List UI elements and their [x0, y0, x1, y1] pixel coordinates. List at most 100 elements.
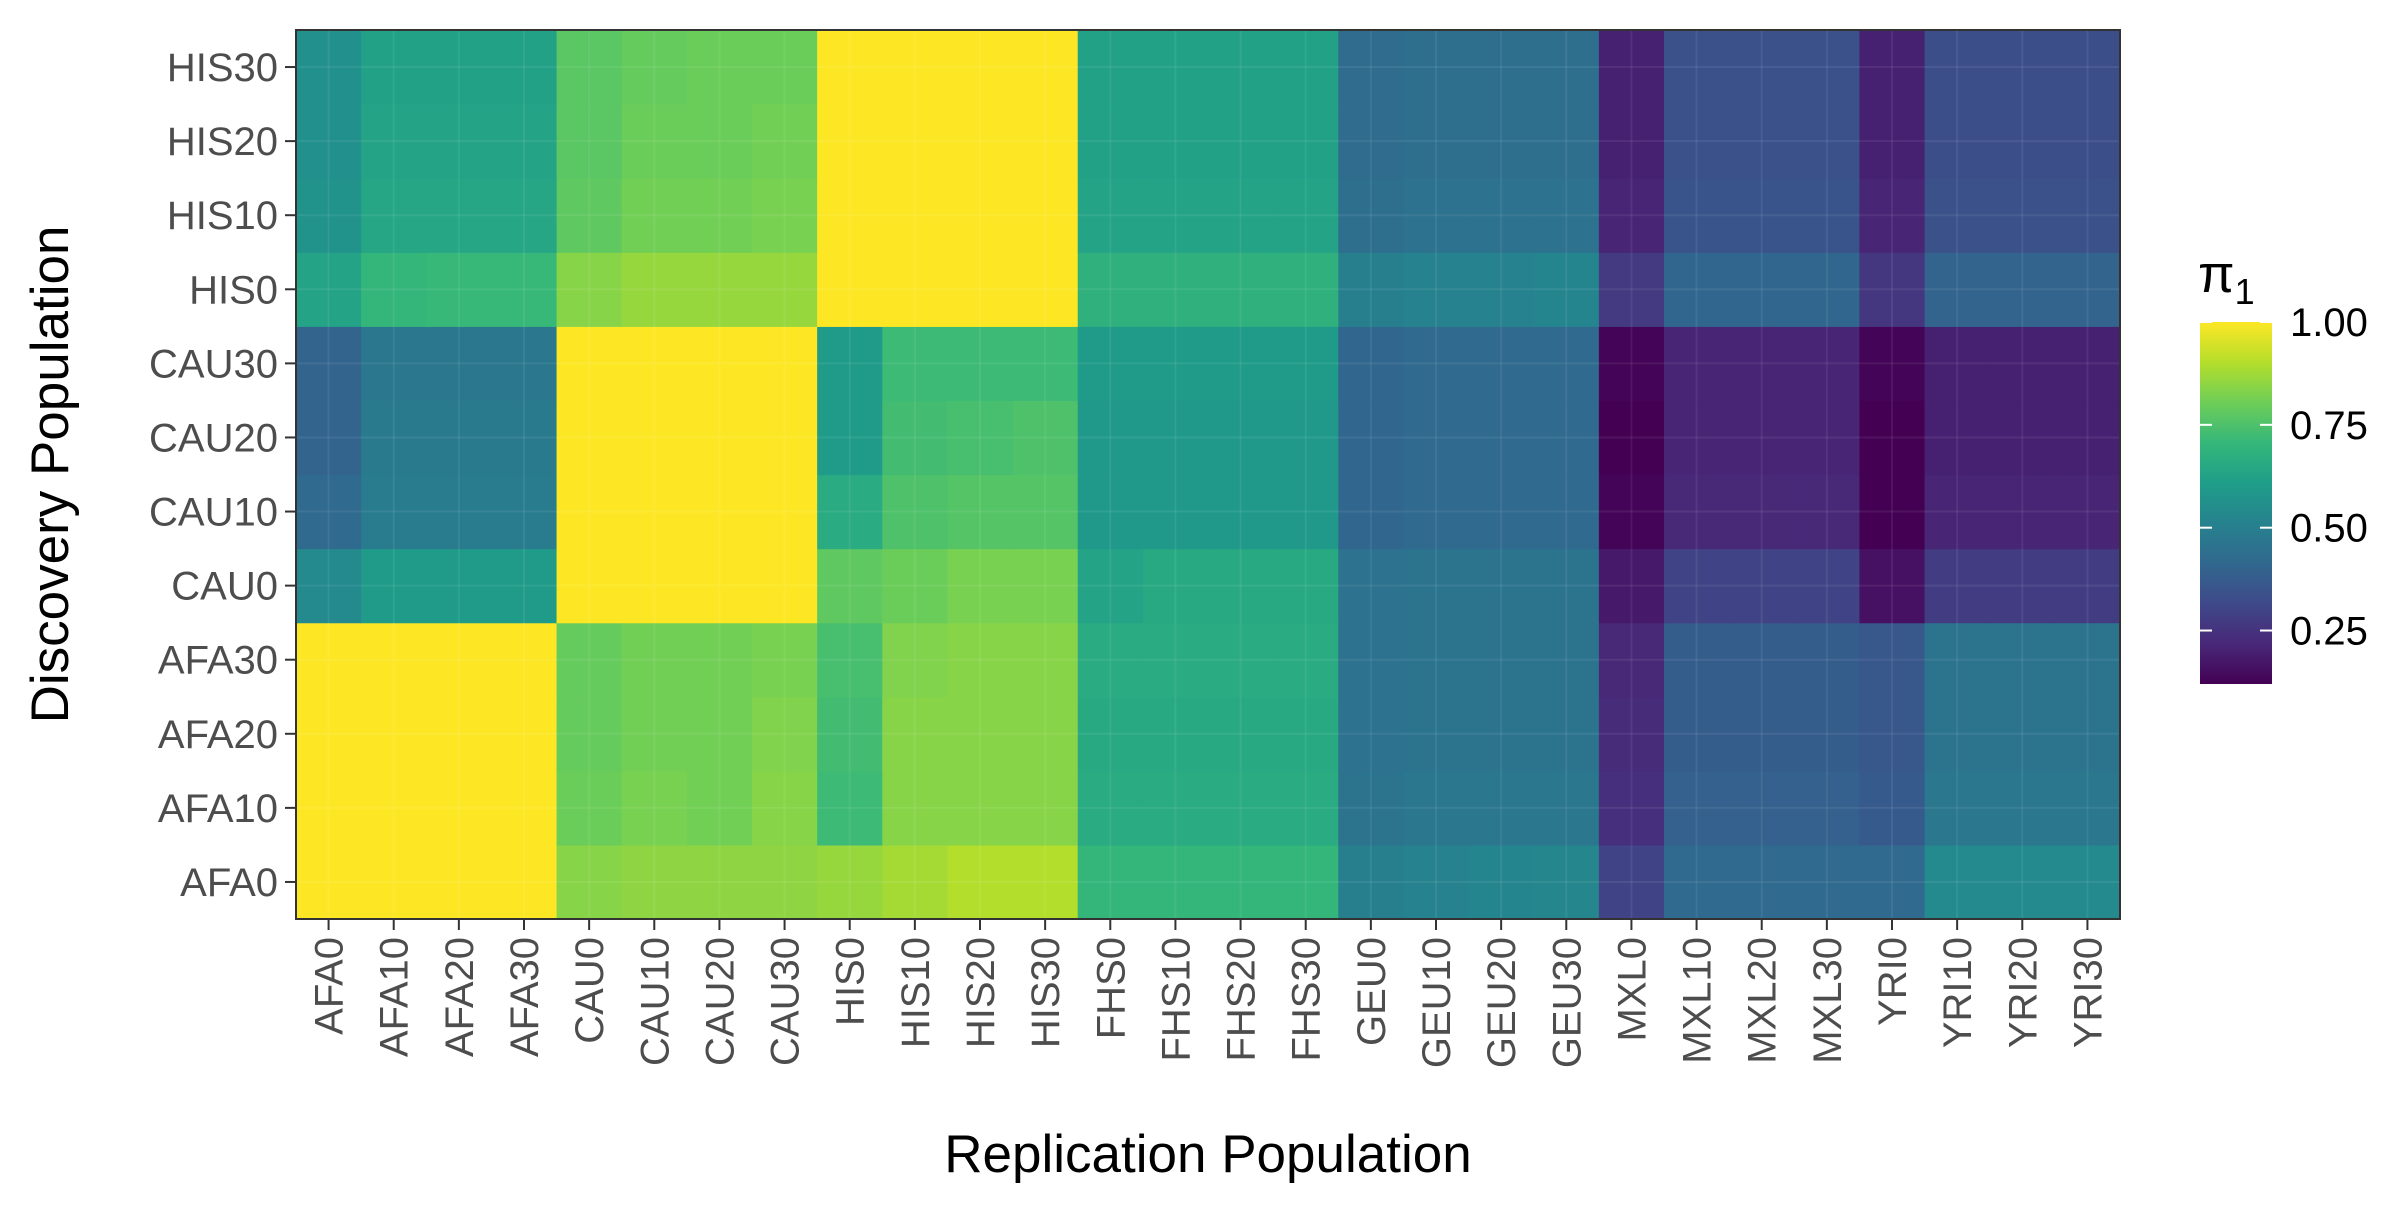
heatmap-cell-AFA0-FHS30: [1273, 844, 1339, 920]
heatmap-cell-HIS10-MXL30: [1794, 178, 1861, 253]
heatmap-cell-HIS30-GEU30: [1533, 30, 1600, 105]
heatmap-cell-AFA10-AFA0: [296, 770, 362, 846]
heatmap-cell-HIS20-CAU0: [556, 104, 623, 179]
heatmap-cell-HIS30-YRI30: [2054, 30, 2121, 105]
heatmap-cell-CAU10-FHS30: [1273, 474, 1339, 550]
x-tick-label-MXL30: MXL30: [1806, 937, 1850, 1064]
heatmap-cell-CAU20-GEU20: [1468, 400, 1535, 476]
heatmap-cell-HIS10-AFA10: [361, 178, 427, 253]
heatmap-cell-AFA20-YRI0: [1859, 696, 1926, 772]
heatmap-cell-HIS20-HIS0: [817, 104, 883, 179]
heatmap-cell-HIS20-CAU30: [752, 104, 818, 179]
heatmap-cell-CAU10-YRI0: [1859, 474, 1926, 550]
heatmap-cell-AFA30-AFA20: [426, 622, 493, 698]
heatmap-cell-AFA10-CAU30: [752, 770, 818, 846]
heatmap-cell-HIS30-HIS20: [947, 30, 1014, 105]
heatmap-cell-CAU20-GEU10: [1403, 400, 1470, 476]
legend-colorbar: [2200, 322, 2272, 684]
x-tick-label-GEU20: GEU20: [1480, 937, 1524, 1068]
heatmap-cell-AFA0-CAU10: [621, 844, 688, 920]
heatmap-cell-CAU30-FHS20: [1208, 326, 1274, 402]
heatmap-cell-HIS0-HIS10: [882, 252, 949, 327]
heatmap-cell-AFA0-MXL30: [1794, 844, 1861, 920]
heatmap-cell-HIS10-YRI30: [2054, 178, 2121, 253]
heatmap-cell-CAU0-GEU30: [1533, 548, 1600, 624]
x-tick-label-GEU30: GEU30: [1545, 937, 1589, 1068]
heatmap-cell-CAU0-FHS0: [1077, 548, 1144, 624]
heatmap-cell-CAU20-YRI0: [1859, 400, 1926, 476]
heatmap-cell-AFA30-GEU20: [1468, 622, 1535, 698]
heatmap-cell-AFA0-AFA10: [361, 844, 427, 920]
heatmap-cell-CAU20-YRI10: [1924, 400, 1991, 476]
heatmap-cell-HIS0-GEU20: [1468, 252, 1535, 327]
heatmap-cell-CAU30-GEU0: [1338, 326, 1405, 402]
heatmap-cell-HIS30-AFA30: [491, 30, 558, 105]
heatmap-cell-AFA10-YRI20: [1989, 770, 2056, 846]
heatmap-cell-CAU0-GEU0: [1338, 548, 1405, 624]
heatmap-cell-AFA10-FHS10: [1142, 770, 1209, 846]
legend-title: π1: [2198, 245, 2255, 312]
x-tick-label-CAU30: CAU30: [764, 937, 808, 1066]
heatmap-cell-CAU10-HIS20: [947, 474, 1014, 550]
heatmap-cell-AFA20-MXL30: [1794, 696, 1861, 772]
heatmap-cell-AFA0-HIS0: [817, 844, 883, 920]
x-tick-label-MXL10: MXL10: [1676, 937, 1720, 1064]
heatmap-cell-AFA20-FHS10: [1142, 696, 1209, 772]
heatmap-cell-CAU10-HIS0: [817, 474, 883, 550]
heatmap-cell-CAU20-CAU0: [556, 400, 623, 476]
y-tick-label-HIS10: HIS10: [167, 194, 278, 238]
heatmap-cell-CAU30-AFA20: [426, 326, 493, 402]
heatmap-cell-HIS30-CAU30: [752, 30, 818, 105]
heatmap-cell-CAU20-HIS20: [947, 400, 1014, 476]
x-tick-label-CAU20: CAU20: [698, 937, 742, 1066]
heatmap-cell-CAU10-MXL30: [1794, 474, 1861, 550]
heatmap-cell-HIS20-MXL0: [1598, 104, 1665, 179]
heatmap-cell-AFA0-CAU30: [752, 844, 818, 920]
x-tick-label-FHS30: FHS30: [1285, 937, 1329, 1062]
legend-title-base: π: [2198, 245, 2235, 304]
heatmap-cell-HIS0-YRI0: [1859, 252, 1926, 327]
heatmap-cell-AFA20-AFA10: [361, 696, 427, 772]
legend-tick-label-0.75: 0.75: [2290, 404, 2368, 448]
heatmap-cell-AFA0-YRI0: [1859, 844, 1926, 920]
heatmap-cell-HIS10-FHS0: [1077, 178, 1144, 253]
heatmap-cell-CAU0-MXL20: [1729, 548, 1795, 624]
heatmap-cell-HIS20-YRI10: [1924, 104, 1991, 179]
heatmap-cell-AFA0-CAU0: [556, 844, 623, 920]
heatmap-cell-AFA10-YRI0: [1859, 770, 1926, 846]
heatmap-cell-HIS0-FHS20: [1208, 252, 1274, 327]
heatmap-cell-CAU10-FHS10: [1142, 474, 1209, 550]
heatmap-cell-HIS0-FHS10: [1142, 252, 1209, 327]
heatmap-cell-CAU20-FHS10: [1142, 400, 1209, 476]
heatmap-cell-CAU10-AFA0: [296, 474, 362, 550]
heatmap-cell-AFA10-MXL20: [1729, 770, 1795, 846]
heatmap-cell-AFA30-GEU30: [1533, 622, 1600, 698]
heatmap-cell-AFA20-MXL0: [1598, 696, 1665, 772]
x-tick-label-GEU10: GEU10: [1415, 937, 1459, 1068]
heatmap-cell-AFA30-FHS30: [1273, 622, 1339, 698]
heatmap-cell-AFA10-AFA10: [361, 770, 427, 846]
heatmap-cell-AFA0-YRI20: [1989, 844, 2056, 920]
y-tick-label-CAU30: CAU30: [149, 342, 278, 386]
heatmap-cell-AFA0-FHS0: [1077, 844, 1144, 920]
heatmap-cell-CAU10-CAU10: [621, 474, 688, 550]
heatmap-cell-HIS30-MXL0: [1598, 30, 1665, 105]
heatmap-cell-CAU30-GEU20: [1468, 326, 1535, 402]
heatmap-cell-CAU30-FHS0: [1077, 326, 1144, 402]
heatmap-cell-HIS20-YRI20: [1989, 104, 2056, 179]
heatmap-cell-AFA20-GEU20: [1468, 696, 1535, 772]
heatmap-cell-AFA10-FHS0: [1077, 770, 1144, 846]
x-tick-label-GEU0: GEU0: [1350, 937, 1394, 1046]
heatmap-cell-HIS20-MXL10: [1664, 104, 1730, 179]
heatmap-cell-AFA10-CAU20: [686, 770, 753, 846]
heatmap-cell-CAU20-YRI20: [1989, 400, 2056, 476]
heatmap-cell-HIS10-FHS10: [1142, 178, 1209, 253]
x-tick-label-YRI0: YRI0: [1871, 937, 1915, 1026]
heatmap-cell-HIS0-YRI30: [2054, 252, 2121, 327]
heatmap-cell-HIS30-YRI20: [1989, 30, 2056, 105]
heatmap-cell-HIS10-CAU0: [556, 178, 623, 253]
heatmap-cell-CAU20-MXL0: [1598, 400, 1665, 476]
heatmap-cell-CAU10-MXL0: [1598, 474, 1665, 550]
heatmap-cell-CAU30-GEU10: [1403, 326, 1470, 402]
heatmap-cell-CAU20-FHS0: [1077, 400, 1144, 476]
